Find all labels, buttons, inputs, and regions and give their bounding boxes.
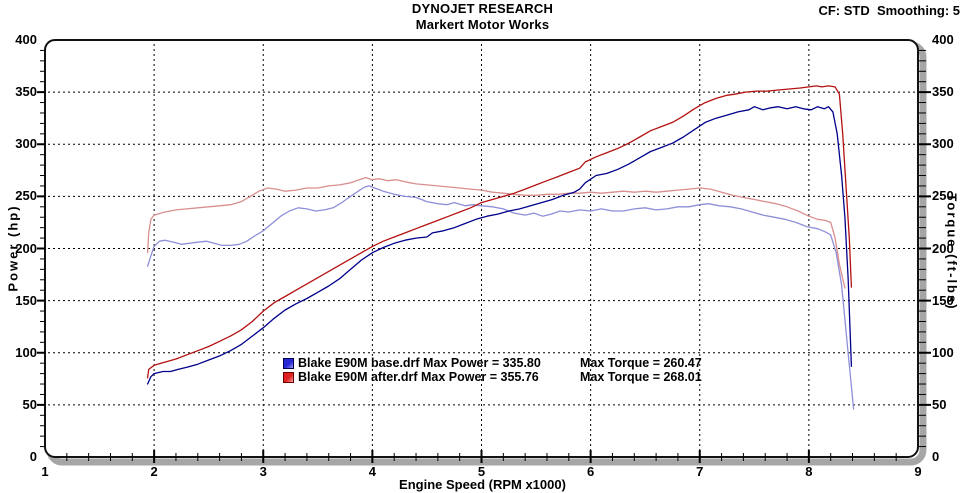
y-tick-label-right: 200 <box>932 240 954 256</box>
y-tick-label-left: 250 <box>15 188 37 204</box>
y-tick-label-left: 300 <box>15 136 37 152</box>
y-tick-label-right: 0 <box>932 449 940 464</box>
y-tick-label-left: 150 <box>15 292 37 308</box>
legend-label-base: Blake E90M base.drf Max Power = 335.80 <box>298 356 541 370</box>
x-tick-label: 2 <box>150 464 158 479</box>
x-tick-label: 1 <box>41 464 49 479</box>
x-axis-label: Engine Speed (RPM x1000) <box>399 477 566 492</box>
y-tick-label-left: 100 <box>15 344 37 360</box>
x-tick-label: 9 <box>914 464 922 479</box>
legend-swatch-base-icon <box>283 357 294 369</box>
x-tick-label: 4 <box>368 464 376 479</box>
x-tick-label: 6 <box>587 464 595 479</box>
curve-torque-base <box>146 185 855 410</box>
legend-max-torque-base: Max Torque = 260.47 <box>580 356 702 370</box>
curve-torque-after <box>146 176 846 289</box>
y-tick-label-left: 400 <box>15 32 37 47</box>
legend-row-base: Blake E90M base.drf Max Power = 335.80 M… <box>283 356 702 370</box>
y-tick-label-right: 350 <box>932 84 954 100</box>
legend-swatch-after-icon <box>283 371 294 383</box>
curve-power-base <box>146 106 853 385</box>
x-tick-label: 5 <box>477 464 486 479</box>
legend-max-torque-after: Max Torque = 268.01 <box>580 370 702 384</box>
y-tick-label-right: 400 <box>932 32 954 47</box>
chart-title: DYNOJET RESEARCH <box>411 1 554 16</box>
x-tick-label: 8 <box>805 464 813 479</box>
y-tick-label-left: 200 <box>15 240 37 256</box>
chart-subtitle: Markert Motor Works <box>415 17 550 32</box>
x-tick-label: 7 <box>696 464 704 479</box>
y-tick-label-right: 250 <box>932 188 954 204</box>
y-tick-label-right: 150 <box>932 292 954 308</box>
curve-power-after <box>146 85 853 379</box>
legend: Blake E90M base.drf Max Power = 335.80 M… <box>283 356 702 384</box>
legend-row-after: Blake E90M after.drf Max Power = 355.76 … <box>283 370 702 384</box>
y-tick-label-right: 50 <box>932 396 947 412</box>
legend-label-after: Blake E90M after.drf Max Power = 355.76 <box>298 370 539 384</box>
cf-smoothing-label: CF: STD Smoothing: 5 <box>818 3 960 18</box>
y-tick-label-right: 100 <box>932 344 954 360</box>
x-tick-label: 3 <box>259 464 267 479</box>
y-tick-label-left: 0 <box>29 449 37 464</box>
y-tick-label-left: 350 <box>15 84 37 100</box>
y-tick-label-left: 50 <box>22 396 37 412</box>
y-tick-label-right: 300 <box>932 136 954 152</box>
